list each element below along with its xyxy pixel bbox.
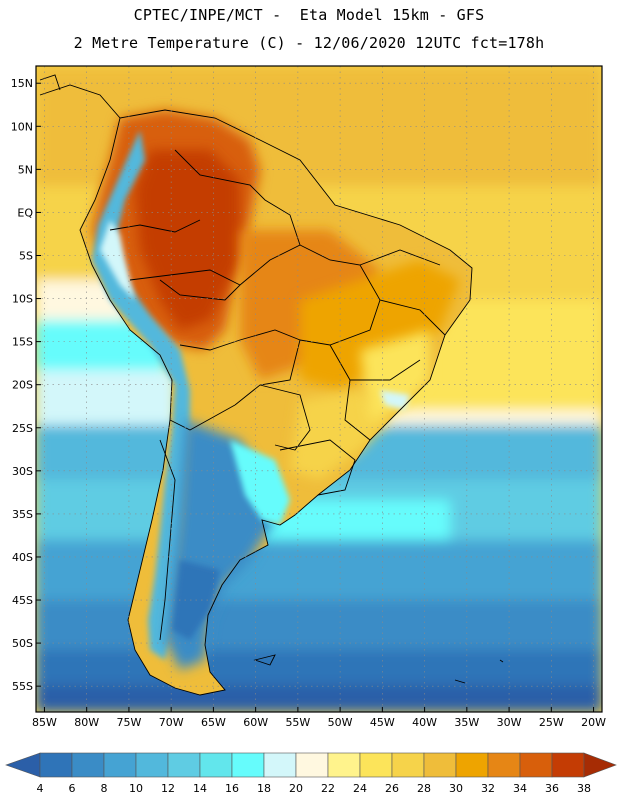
colorbar-label: 4: [37, 782, 44, 795]
colorbar-under-arrow: [5, 752, 41, 778]
colorbar-swatch: [231, 752, 265, 778]
map-frame: [35, 65, 603, 713]
colorbar-swatch: [199, 752, 233, 778]
chart-title-line-1: CPTEC/INPE/MCT - Eta Model 15km - GFS: [133, 6, 485, 24]
lat-label: 10N: [11, 120, 33, 133]
lon-label: 35W: [454, 716, 479, 729]
colorbar-swatch: [167, 752, 201, 778]
lat-label: 30S: [12, 465, 33, 478]
temperature-field: [36, 66, 602, 712]
continent-land: [80, 110, 472, 695]
lat-label: 10S: [12, 293, 33, 306]
colorbar-label: 38: [577, 782, 591, 795]
lat-label: 55S: [12, 680, 33, 693]
country-borders: [39, 74, 504, 696]
colorbar-swatch: [359, 752, 393, 778]
colorbar-label: 34: [513, 782, 527, 795]
colorbar-swatch: [327, 752, 361, 778]
colorbar-swatch: [487, 752, 521, 778]
colorbar-label: 30: [449, 782, 463, 795]
colorbar-swatch: [391, 752, 425, 778]
lon-label: 60W: [243, 716, 268, 729]
lat-label: 20S: [12, 379, 33, 392]
lat-label: 5S: [19, 249, 33, 262]
colorbar-label: 10: [129, 782, 143, 795]
longitude-labels: 85W 80W 75W 70W 65W 60W 55W 50W 45W 40W 35W 30W 25W 2…: [32, 716, 606, 729]
colorbar-label: 22: [321, 782, 335, 795]
colorbar-swatch: [71, 752, 105, 778]
colorbar: 4 6 8 10 12 14 16 18 20 22 24 26 28 30 32 34 36 38: [5, 752, 617, 795]
colorbar-label: 28: [417, 782, 431, 795]
colorbar-swatch: [135, 752, 169, 778]
lon-label: 85W: [32, 716, 57, 729]
colorbar-over-arrow: [583, 752, 617, 778]
lon-label: 40W: [412, 716, 437, 729]
colorbar-label: 32: [481, 782, 495, 795]
lat-label: 45S: [12, 594, 33, 607]
colorbar-swatch: [455, 752, 489, 778]
colorbar-swatch: [263, 752, 297, 778]
colorbar-swatch: [39, 752, 73, 778]
colorbar-label: 18: [257, 782, 271, 795]
colorbar-label: 24: [353, 782, 367, 795]
colorbar-swatch: [551, 752, 585, 778]
lat-label: 15S: [12, 336, 33, 349]
lon-label: 65W: [201, 716, 226, 729]
colorbar-swatch: [519, 752, 553, 778]
axis-ticks: [36, 82, 595, 712]
lat-label: 25S: [12, 422, 33, 435]
colorbar-label: 16: [225, 782, 239, 795]
graticule: [36, 66, 602, 712]
temperature-map: 15N 10N 5N EQ 5S 10S 15S 20S 25S 30S 35S 40S 45S 50S 5…: [11, 65, 606, 729]
lon-label: 55W: [285, 716, 310, 729]
colorbar-label: 6: [69, 782, 76, 795]
lon-label: 80W: [74, 716, 99, 729]
lat-label: 40S: [12, 551, 33, 564]
colorbar-swatch: [103, 752, 137, 778]
lon-label: 70W: [159, 716, 184, 729]
lon-label: 25W: [539, 716, 564, 729]
lat-label: 50S: [12, 637, 33, 650]
lat-label: 15N: [11, 77, 33, 90]
lon-label: 45W: [370, 716, 395, 729]
lon-label: 30W: [497, 716, 522, 729]
lat-label: EQ: [17, 206, 33, 219]
chart-title-line-2: 2 Metre Temperature (C) - 12/06/2020 12U…: [73, 34, 545, 52]
colorbar-label: 26: [385, 782, 399, 795]
colorbar-label: 12: [161, 782, 175, 795]
colorbar-label: 20: [289, 782, 303, 795]
lon-label: 75W: [116, 716, 141, 729]
lat-label: 35S: [12, 508, 33, 521]
lat-label: 5N: [18, 163, 33, 176]
colorbar-swatch: [423, 752, 457, 778]
colorbar-label: 14: [193, 782, 207, 795]
colorbar-label: 36: [545, 782, 559, 795]
colorbar-label: 8: [101, 782, 108, 795]
colorbar-swatch: [295, 752, 329, 778]
lon-label: 20W: [581, 716, 606, 729]
lon-label: 50W: [328, 716, 353, 729]
latitude-labels: 15N 10N 5N EQ 5S 10S 15S 20S 25S 30S 35S 40S 45S 50S 5…: [11, 77, 34, 693]
